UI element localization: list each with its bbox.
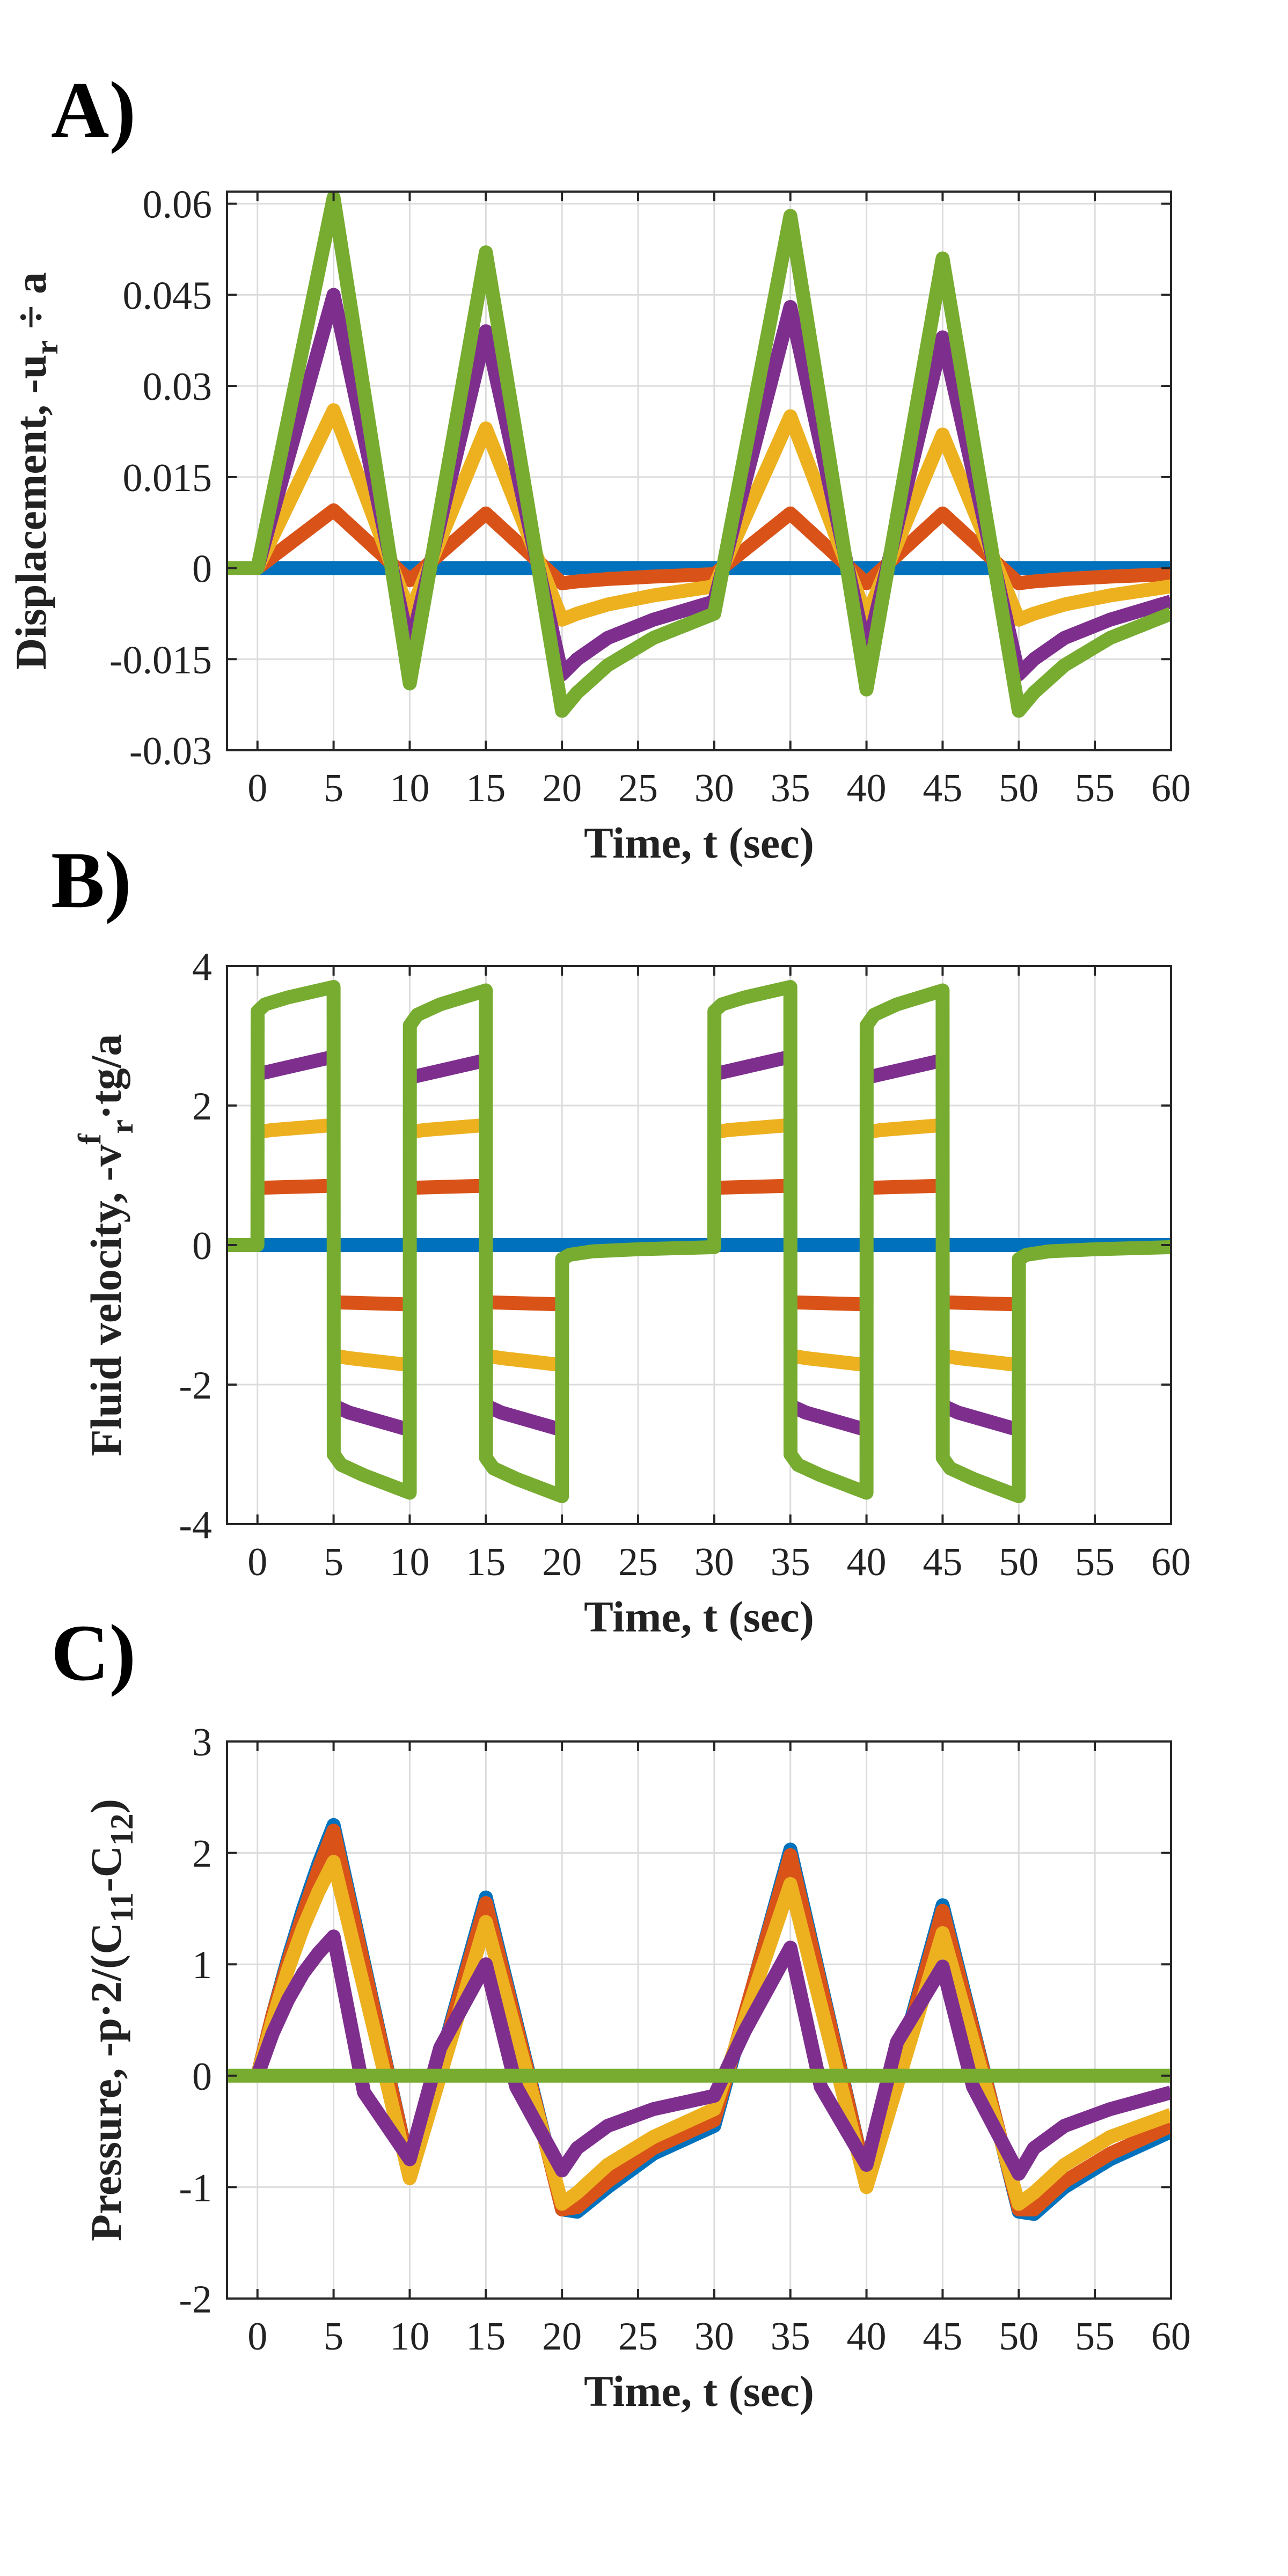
x-axis-title: Time, t (sec) bbox=[584, 1592, 814, 1641]
x-tick-label: 5 bbox=[324, 1540, 343, 1584]
x-tick-label: 60 bbox=[1151, 2315, 1191, 2359]
x-tick-label: 15 bbox=[466, 1540, 506, 1584]
axes-box bbox=[226, 1740, 1172, 2300]
series-line-3 bbox=[256, 1118, 1020, 1372]
series-line-3 bbox=[251, 1855, 1171, 2211]
y-tick-label: 4 bbox=[192, 945, 212, 989]
series-group bbox=[227, 980, 1171, 1503]
x-tick-label: 0 bbox=[247, 2315, 267, 2359]
x-tick-label: 45 bbox=[923, 1540, 962, 1584]
x-axis-title: Time, t (sec) bbox=[584, 818, 814, 867]
y-tick-label: 0 bbox=[192, 2055, 212, 2099]
x-tick-label: 35 bbox=[771, 766, 810, 810]
y-axis-title: Displacement, -ur ÷ a bbox=[6, 272, 64, 670]
y-tick-label: 0 bbox=[192, 1224, 212, 1268]
x-tick-label: 10 bbox=[390, 1540, 429, 1584]
x-tick-label: 35 bbox=[771, 1540, 810, 1584]
x-tick-label: 0 bbox=[247, 766, 267, 810]
panel-b: B) 0 5 10 15 20 25 30 35 40 45 50 55 60 -4 -2 0 2 4 Time, t… bbox=[51, 836, 1191, 1641]
series-group bbox=[227, 1818, 1171, 2221]
y-tick-label: 0.03 bbox=[143, 365, 213, 409]
x-tick-label: 20 bbox=[542, 2315, 582, 2359]
x-tick-label: 20 bbox=[542, 1540, 582, 1584]
y-tick-label: -4 bbox=[179, 1503, 212, 1547]
series-line-5 bbox=[227, 192, 1171, 718]
x-tick-label: 45 bbox=[923, 2315, 962, 2359]
x-tick-label: 15 bbox=[466, 766, 506, 810]
y-tick-label: 3 bbox=[192, 1721, 212, 1765]
x-tick-label: 10 bbox=[390, 766, 429, 810]
x-tick-label: 60 bbox=[1151, 1540, 1191, 1584]
x-tick-label: 5 bbox=[324, 2315, 343, 2359]
y-tick-label: 0.06 bbox=[143, 183, 213, 227]
x-tick-label: 40 bbox=[847, 1540, 887, 1584]
x-tick-label: 5 bbox=[324, 766, 343, 810]
x-tick-label: 25 bbox=[618, 766, 658, 810]
panel-a: A) 0 5 10 15 20 25 30 35 40 45 50 55 60 -0.03 -0.015 0 0.… bbox=[6, 65, 1191, 867]
x-tick-label: 35 bbox=[771, 2315, 810, 2359]
y-tick-label: -1 bbox=[179, 2166, 212, 2210]
y-tick-label: 0 bbox=[192, 547, 212, 591]
panel-label-a: A) bbox=[51, 65, 136, 155]
x-tick-label: 30 bbox=[694, 766, 734, 810]
y-tick-label: 0.015 bbox=[123, 456, 213, 500]
x-tick-label: 40 bbox=[847, 766, 887, 810]
x-axis-title: Time, t (sec) bbox=[584, 2367, 814, 2416]
x-tick-label: 30 bbox=[694, 1540, 734, 1584]
y-tick-label: 2 bbox=[192, 1832, 212, 1876]
series-line-4 bbox=[255, 1050, 1021, 1437]
series-line-4 bbox=[251, 1929, 1171, 2181]
y-tick-label: -0.015 bbox=[109, 638, 212, 682]
y-tick-label: -0.03 bbox=[129, 729, 212, 773]
panel-label-c: C) bbox=[51, 1608, 136, 1697]
panel-c: C) 0 5 10 15 20 25 30 35 40 45 50 55 60 -2 -1 0 1 2 3 Time, … bbox=[51, 1608, 1191, 2416]
y-axis-title: Fluid velocity, -vfr·tg/a bbox=[72, 1034, 140, 1457]
x-tick-label: 50 bbox=[999, 1540, 1038, 1584]
x-tick-label: 0 bbox=[247, 1540, 267, 1584]
y-axis-title: Pressure, -p·2/(C11-C12) bbox=[82, 1799, 140, 2241]
series-line-5 bbox=[227, 980, 1171, 1503]
series-group bbox=[227, 192, 1171, 718]
x-tick-label: 60 bbox=[1151, 766, 1191, 810]
x-tick-label: 10 bbox=[390, 2315, 429, 2359]
x-tick-label: 50 bbox=[999, 766, 1038, 810]
x-tick-label: 55 bbox=[1075, 766, 1115, 810]
x-tick-label: 20 bbox=[542, 766, 582, 810]
x-tick-label: 25 bbox=[618, 1540, 658, 1584]
panel-label-b: B) bbox=[51, 836, 131, 925]
y-tick-label: 2 bbox=[192, 1085, 212, 1129]
x-tick-label: 55 bbox=[1075, 2315, 1115, 2359]
x-tick-label: 30 bbox=[694, 2315, 734, 2359]
series-line-2 bbox=[257, 1179, 1019, 1312]
y-tick-label: 1 bbox=[192, 1943, 212, 1987]
x-tick-label: 45 bbox=[923, 766, 962, 810]
x-tick-label: 15 bbox=[466, 2315, 506, 2359]
x-tick-label: 40 bbox=[847, 2315, 887, 2359]
y-tick-label: -2 bbox=[179, 1364, 212, 1408]
y-tick-label: 0.045 bbox=[123, 274, 213, 318]
y-tick-label: -2 bbox=[179, 2278, 212, 2322]
x-tick-label: 55 bbox=[1075, 1540, 1115, 1584]
x-tick-label: 25 bbox=[618, 2315, 658, 2359]
axes-box bbox=[226, 191, 1172, 751]
x-tick-label: 50 bbox=[999, 2315, 1038, 2359]
